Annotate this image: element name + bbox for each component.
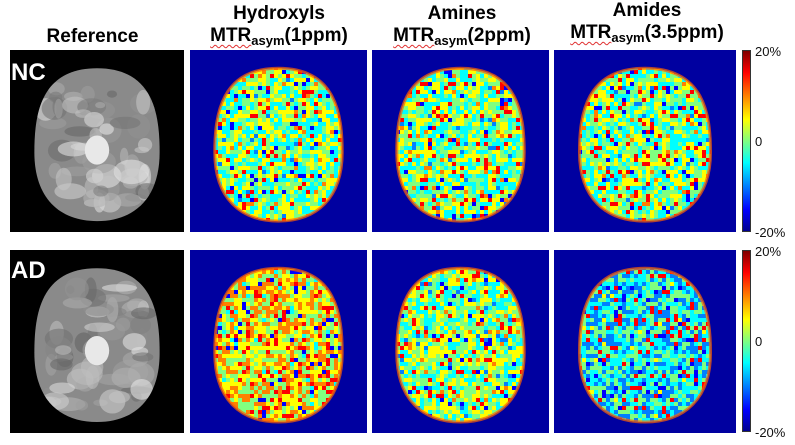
panel-hydroxyls-nc [190,50,367,232]
reference-nc-image [10,50,184,232]
panel-amides-nc [554,50,736,232]
panel-amines-ad [372,250,549,433]
header-amides-name: Amides [612,0,682,21]
header-amines: Amines MTRasym(2ppm) [372,3,552,52]
header-hydroxyls-name: Hydroxyls [233,3,325,24]
colorbar-bottom-min: -20% [755,425,786,440]
header-amides: Amides MTRasym(3.5ppm) [552,0,742,49]
colorbar-bottom [742,250,751,432]
amines-ad-image [372,250,549,433]
header-hydroxyls-metric: MTRasym(1ppm) [210,25,348,48]
header-amines-metric: MTRasym(2ppm) [393,25,531,48]
header-amides-metric: MTRasym(3.5ppm) [570,22,724,45]
colorbar-bottom-max: 20% [755,244,782,259]
hydroxyls-ad-image [190,250,367,433]
header-hydroxyls: Hydroxyls MTRasym(1ppm) [190,3,368,52]
colorbar-bottom-mid: 0 [755,334,763,349]
header-reference-label: Reference [46,26,139,47]
amides-ad-image [554,250,736,433]
header-amines-name: Amines [427,3,497,24]
amines-nc-image [372,50,549,232]
amides-nc-image [554,50,736,232]
row-label-ad: AD [11,257,46,284]
panel-reference-ad [10,250,184,433]
panel-hydroxyls-ad [190,250,367,433]
colorbar-top-min: -20% [755,225,786,240]
panel-amines-nc [372,50,549,232]
hydroxyls-nc-image [190,50,367,232]
colorbar-top-max: 20% [755,44,782,59]
panel-reference-nc [10,50,184,232]
header-reference: Reference [10,26,175,48]
colorbar-top [742,50,751,232]
row-label-nc: NC [11,59,46,86]
colorbar-top-mid: 0 [755,134,763,149]
reference-ad-image [10,250,184,433]
panel-amides-ad [554,250,736,433]
